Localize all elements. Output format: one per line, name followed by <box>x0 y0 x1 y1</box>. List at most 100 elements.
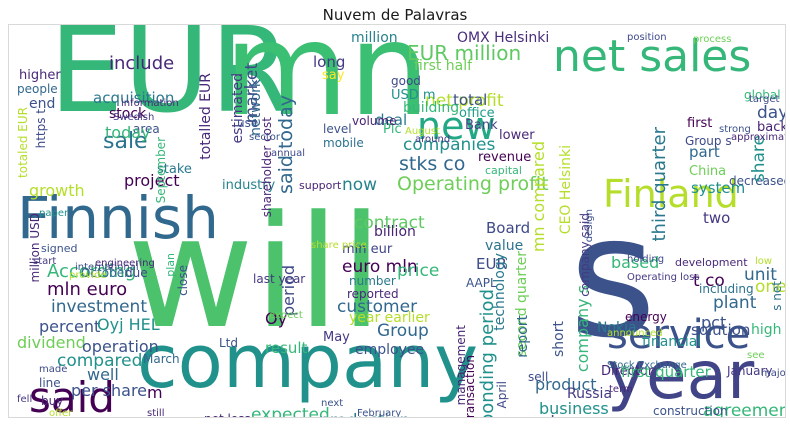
word-68: dividend <box>17 333 86 352</box>
word-51: reported <box>347 287 399 301</box>
word-26: total <box>453 91 488 109</box>
word-33: lower <box>499 128 535 143</box>
word-106: third quarter <box>649 127 670 242</box>
word-114: end <box>29 96 56 112</box>
word-34: say <box>322 68 345 83</box>
word-116: stock <box>109 106 147 122</box>
word-96: unit <box>744 265 777 285</box>
word-128: totaled EUR <box>16 107 30 178</box>
word-149: technology <box>492 253 508 331</box>
word-105: mn compared <box>529 141 548 253</box>
word-146: report <box>515 315 531 358</box>
word-93: pct <box>701 313 727 332</box>
word-182: process <box>693 34 732 45</box>
word-24: deal <box>375 111 408 129</box>
word-cloud: EUR mn Finnish will s company year net sales new… <box>8 24 786 418</box>
word-47: number <box>349 274 396 288</box>
word-12: said <box>29 373 115 418</box>
word-41: now <box>342 175 378 195</box>
word-108: day <box>757 103 786 123</box>
word-31: volume <box>352 114 397 128</box>
word-136: last year <box>253 272 306 286</box>
word-124: estimated <box>230 73 246 144</box>
word-81: Russia <box>567 386 613 402</box>
word-65: percent <box>39 317 101 336</box>
word-92: plant <box>713 293 757 313</box>
word-29: Bank <box>465 118 498 133</box>
word-32: good <box>391 74 421 88</box>
word-134: plan <box>164 253 177 277</box>
word-79: business <box>539 399 609 418</box>
word-175: announced <box>607 328 663 339</box>
word-181: engineering <box>95 258 155 269</box>
word-83: sell <box>528 370 549 384</box>
word-141: offer <box>49 408 73 418</box>
word-18: include <box>109 53 175 74</box>
word-152: April <box>495 381 509 409</box>
word-172: February <box>357 408 402 418</box>
word-61: stake <box>157 162 192 177</box>
word-22: first half <box>414 58 473 74</box>
word-40: capital <box>485 164 522 177</box>
word-17: sale <box>103 129 148 154</box>
word-80: product <box>535 375 597 394</box>
word-180: international <box>75 262 139 273</box>
word-13: Operating profit <box>397 173 549 195</box>
word-85: agreement <box>703 401 785 418</box>
word-178: start <box>33 256 57 267</box>
word-112: global <box>744 88 781 102</box>
word-123: totalled EUR <box>198 73 214 160</box>
word-158: m <box>147 383 163 402</box>
word-147: short <box>551 321 567 357</box>
word-161: information <box>121 98 179 109</box>
word-164: annual <box>271 148 306 159</box>
word-160: position <box>627 32 667 43</box>
word-138: March <box>143 352 180 366</box>
word-4: will <box>127 182 383 363</box>
word-30: Plc <box>383 122 402 137</box>
word-3: Finnish <box>17 184 219 252</box>
word-28: office <box>459 106 495 121</box>
word-52: year earlier <box>349 310 430 326</box>
word-54: employee <box>355 342 425 358</box>
word-90: Nokia <box>597 320 637 336</box>
word-139: line <box>39 376 61 390</box>
word-168: approximately <box>731 132 785 143</box>
word-174: Stock Exchange <box>607 360 687 371</box>
word-177: made <box>39 364 68 375</box>
word-20: OMX Helsinki <box>457 30 550 46</box>
page-title: Nuvem de Palavras <box>322 6 468 24</box>
word-137: Ltd <box>219 336 239 350</box>
word-156: s net <box>770 281 784 311</box>
word-179: provide <box>69 270 107 281</box>
word-132: due <box>125 266 148 280</box>
word-148: company s <box>573 285 592 373</box>
word-94: high <box>751 322 782 338</box>
word-99: development <box>675 256 748 269</box>
word-56: value <box>485 238 524 254</box>
word-78: order <box>527 415 572 418</box>
word-6: company <box>137 319 479 405</box>
word-163: sector <box>249 132 281 143</box>
word-186: next <box>321 398 344 409</box>
word-104: decreased <box>729 174 786 188</box>
word-58: project <box>124 171 180 190</box>
word-169: share price <box>311 240 367 251</box>
word-2: mn <box>224 24 430 145</box>
word-162: Swedish <box>113 112 155 123</box>
word-100: including <box>699 282 754 296</box>
word-170: holding <box>627 254 665 265</box>
word-86: first quarter <box>621 363 711 381</box>
word-9: new <box>417 104 496 148</box>
word-110: first <box>687 116 713 131</box>
word-166: around <box>415 134 451 145</box>
word-8: net sales <box>553 31 752 82</box>
word-107: part <box>689 143 720 161</box>
word-121: https t <box>34 109 48 149</box>
word-53: Group <box>377 321 429 341</box>
word-71: well <box>87 365 119 384</box>
word-39: revenue <box>478 150 532 165</box>
word-184: fell <box>17 394 33 405</box>
word-157: construction <box>653 404 728 418</box>
word-82: Director <box>601 364 654 379</box>
